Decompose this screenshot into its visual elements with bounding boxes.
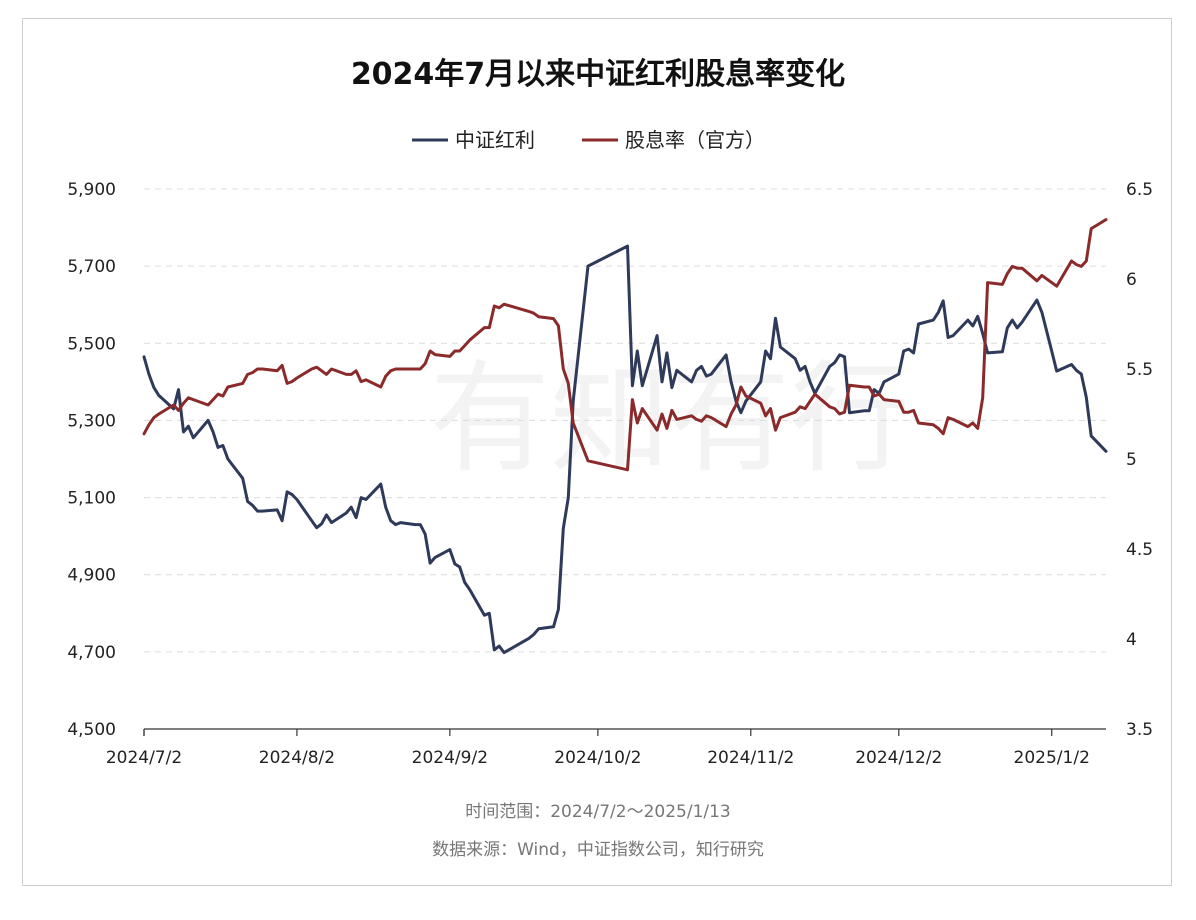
y-left-tick-label: 5,900: [67, 180, 116, 200]
x-tick-label: 2024/9/2: [412, 748, 488, 768]
y-right-tick-label: 3.5: [1126, 720, 1153, 740]
chart-title: 2024年7月以来中证红利股息率变化: [351, 57, 845, 92]
chart-frame: [22, 18, 1172, 886]
source-note: 数据来源：Wind，中证指数公司，知行研究: [432, 840, 764, 860]
y-axis-right: 3.5 4 4.5 5 5.5 6 6.5: [1126, 180, 1153, 740]
y-left-tick-label: 4,500: [67, 720, 116, 740]
x-axis: 2024/7/2 2024/8/2 2024/9/2 2024/10/2 2024/11…: [106, 728, 1106, 768]
y-right-tick-label: 5.5: [1126, 360, 1153, 380]
y-right-tick-label: 5: [1126, 450, 1137, 470]
x-tick-label: 2025/1/2: [1014, 748, 1090, 768]
series-line-0: [142, 244, 1108, 655]
time-range-note: 时间范围：2024/7/2～2025/1/13: [465, 802, 731, 822]
y-axis-left: 4,500 4,700 4,900 5,100 5,300 5,500 5,700 5,900: [67, 180, 116, 740]
y-right-tick-label: 6.5: [1126, 180, 1153, 200]
x-tick-label: 2024/10/2: [554, 748, 641, 768]
legend: 中证红利 股息率（官方）: [412, 128, 765, 152]
y-left-tick-label: 4,700: [67, 643, 116, 663]
y-left-tick-label: 5,300: [67, 411, 116, 431]
y-left-tick-label: 5,700: [67, 257, 116, 277]
series-line-1: [142, 218, 1108, 472]
legend-label-1: 股息率（官方）: [625, 128, 765, 152]
y-right-tick-label: 4: [1126, 630, 1137, 650]
y-left-tick-label: 4,900: [67, 566, 116, 586]
y-left-tick-label: 5,500: [67, 334, 116, 354]
y-right-tick-label: 6: [1126, 270, 1137, 290]
y-right-tick-label: 4.5: [1126, 540, 1153, 560]
y-left-tick-label: 5,100: [67, 489, 116, 509]
x-tick-label: 2024/11/2: [707, 748, 794, 768]
series-lines: [142, 218, 1108, 655]
legend-label-0: 中证红利: [455, 128, 535, 152]
x-tick-label: 2024/8/2: [259, 748, 335, 768]
x-tick-label: 2024/12/2: [855, 748, 942, 768]
x-tick-label: 2024/7/2: [106, 748, 182, 768]
